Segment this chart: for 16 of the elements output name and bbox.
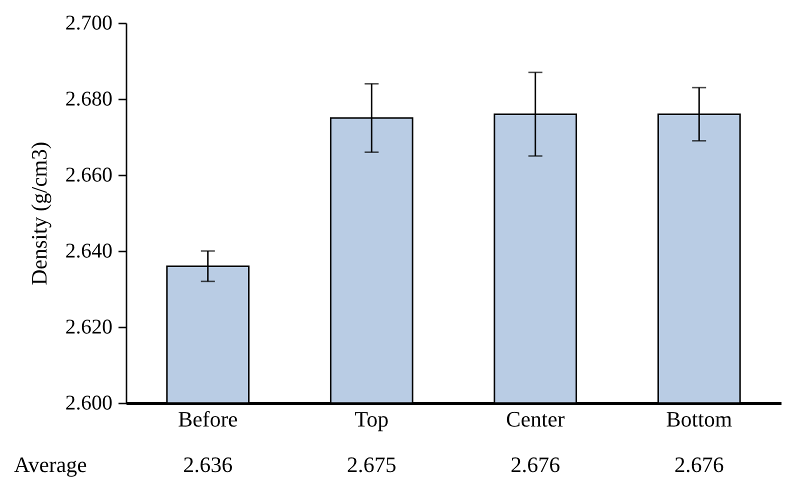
y-tick-label: 2.640 (65, 238, 112, 262)
data-label: 2.636 (183, 452, 233, 477)
y-tick-label: 2.620 (65, 314, 112, 338)
data-label: 2.676 (674, 452, 724, 477)
y-tick-label: 2.680 (65, 86, 112, 110)
x-tick-label: Top (354, 406, 389, 432)
data-label: 2.676 (510, 452, 560, 477)
x-tick-label: Center (506, 406, 566, 432)
y-axis-title: Density (g/cm3) (26, 142, 52, 286)
y-tick-label: 2.660 (65, 162, 112, 186)
data-label: 2.675 (346, 452, 396, 477)
text: Average (14, 452, 87, 477)
y-tick-label: 2.700 (65, 10, 112, 34)
y-tick-label: 2.600 (65, 390, 112, 414)
x-tick-label: Bottom (666, 406, 732, 432)
x-tick-label: Before (178, 406, 238, 432)
